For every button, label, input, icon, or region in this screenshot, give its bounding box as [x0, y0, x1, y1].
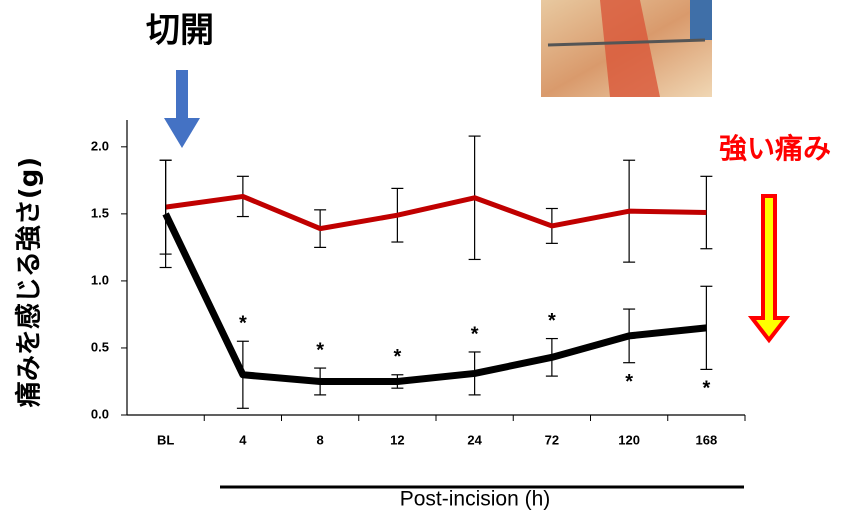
series-line: [166, 214, 707, 382]
y-tick-label: 0.0: [91, 406, 109, 421]
y-tick-label: 1.0: [91, 272, 109, 287]
chart: 切開 強い痛み 痛みを感じる強さ(g) Post-incision (h) 0.…: [0, 0, 848, 512]
x-tick-label: 12: [390, 432, 404, 447]
x-tick-label: 120: [618, 432, 640, 447]
y-axis-label: 痛みを感じる強さ(g): [14, 157, 45, 407]
series-line: [166, 196, 707, 228]
y-tick-label: 2.0: [91, 138, 109, 153]
incision-arrow: [164, 70, 200, 148]
pain-annotation: 強い痛み: [719, 132, 831, 165]
x-tick-label: 24: [467, 432, 482, 447]
x-axis-label: Post-incision (h): [400, 488, 551, 511]
x-tick-label: 168: [696, 432, 718, 447]
significance-mark: *: [625, 371, 633, 393]
x-tick-label: 72: [545, 432, 559, 447]
significance-mark: *: [239, 313, 247, 335]
x-tick-label: 4: [239, 432, 247, 447]
photo: [541, 0, 712, 97]
significance-mark: *: [548, 310, 556, 332]
y-tick-label: 0.5: [91, 339, 109, 354]
x-tick-label: 8: [317, 432, 324, 447]
significance-mark: *: [702, 378, 710, 400]
y-tick-label: 1.5: [91, 205, 109, 220]
significance-mark: *: [393, 346, 401, 368]
x-tick-label: BL: [157, 432, 174, 447]
significance-mark: *: [471, 323, 479, 345]
chart-title: 切開: [146, 11, 214, 51]
pain-arrow: [752, 196, 786, 340]
significance-mark: *: [316, 339, 324, 361]
